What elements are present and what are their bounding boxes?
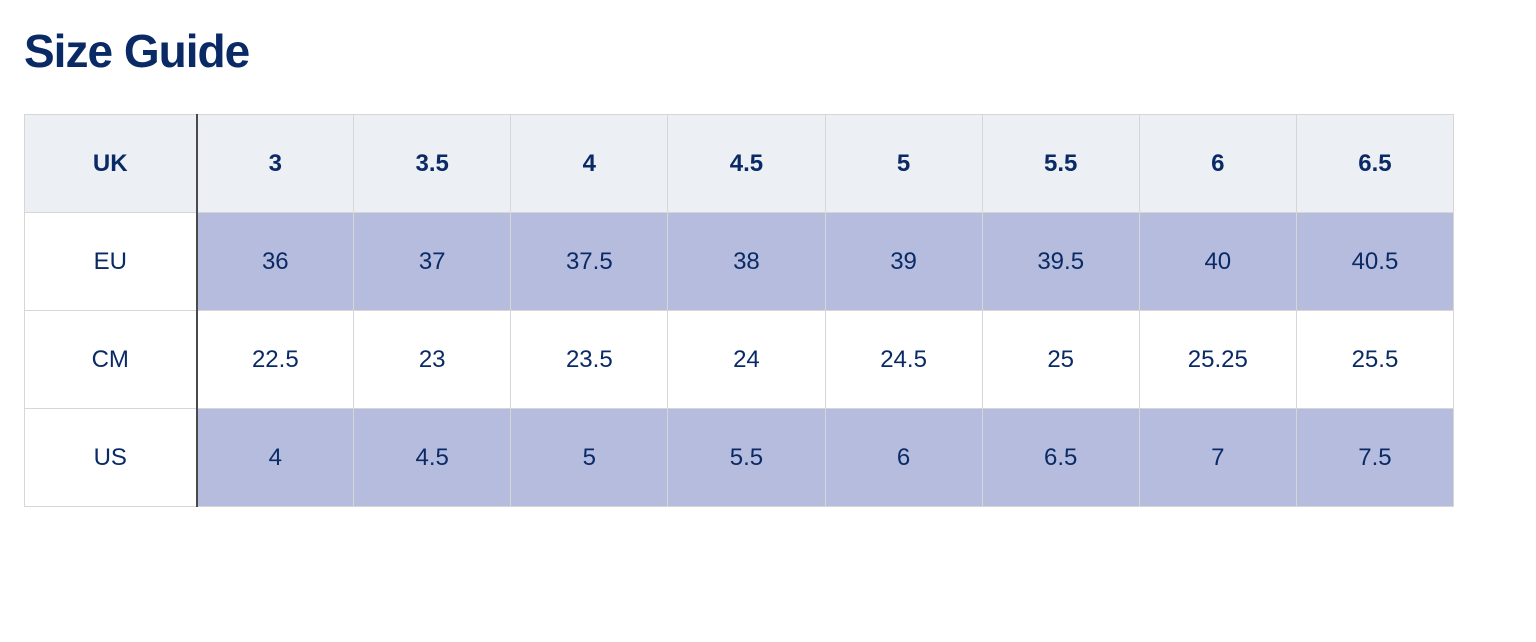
table-cell: 7 (1139, 409, 1296, 507)
table-cell: 40.5 (1296, 213, 1453, 311)
table-cell: 5 (511, 409, 668, 507)
header-cell: 5 (825, 115, 982, 213)
table-cell: 25.5 (1296, 311, 1453, 409)
header-cell: 6 (1139, 115, 1296, 213)
table-cell: 22.5 (197, 311, 354, 409)
header-cell: 6.5 (1296, 115, 1453, 213)
table-cell: 4 (197, 409, 354, 507)
page-title: Size Guide (24, 24, 1512, 78)
header-cell: 5.5 (982, 115, 1139, 213)
table-cell: 24 (668, 311, 825, 409)
header-cell: 4.5 (668, 115, 825, 213)
table-cell: 40 (1139, 213, 1296, 311)
table-cell: 6.5 (982, 409, 1139, 507)
table-cell: 25 (982, 311, 1139, 409)
table-cell: 38 (668, 213, 825, 311)
table-row: CM 22.5 23 23.5 24 24.5 25 25.25 25.5 (25, 311, 1454, 409)
size-guide-table: UK 3 3.5 4 4.5 5 5.5 6 6.5 EU 36 37 37.5… (24, 114, 1454, 507)
header-cell: 3 (197, 115, 354, 213)
header-label: UK (25, 115, 197, 213)
table-cell: 37.5 (511, 213, 668, 311)
header-cell: 4 (511, 115, 668, 213)
table-cell: 5.5 (668, 409, 825, 507)
row-label: CM (25, 311, 197, 409)
table-cell: 37 (354, 213, 511, 311)
table-row: US 4 4.5 5 5.5 6 6.5 7 7.5 (25, 409, 1454, 507)
table-cell: 25.25 (1139, 311, 1296, 409)
table-cell: 4.5 (354, 409, 511, 507)
row-label: EU (25, 213, 197, 311)
table-row: EU 36 37 37.5 38 39 39.5 40 40.5 (25, 213, 1454, 311)
header-cell: 3.5 (354, 115, 511, 213)
table-cell: 39.5 (982, 213, 1139, 311)
table-cell: 7.5 (1296, 409, 1453, 507)
table-cell: 23 (354, 311, 511, 409)
table-cell: 24.5 (825, 311, 982, 409)
table-cell: 6 (825, 409, 982, 507)
header-row: UK 3 3.5 4 4.5 5 5.5 6 6.5 (25, 115, 1454, 213)
table-cell: 23.5 (511, 311, 668, 409)
table-cell: 36 (197, 213, 354, 311)
table-cell: 39 (825, 213, 982, 311)
row-label: US (25, 409, 197, 507)
